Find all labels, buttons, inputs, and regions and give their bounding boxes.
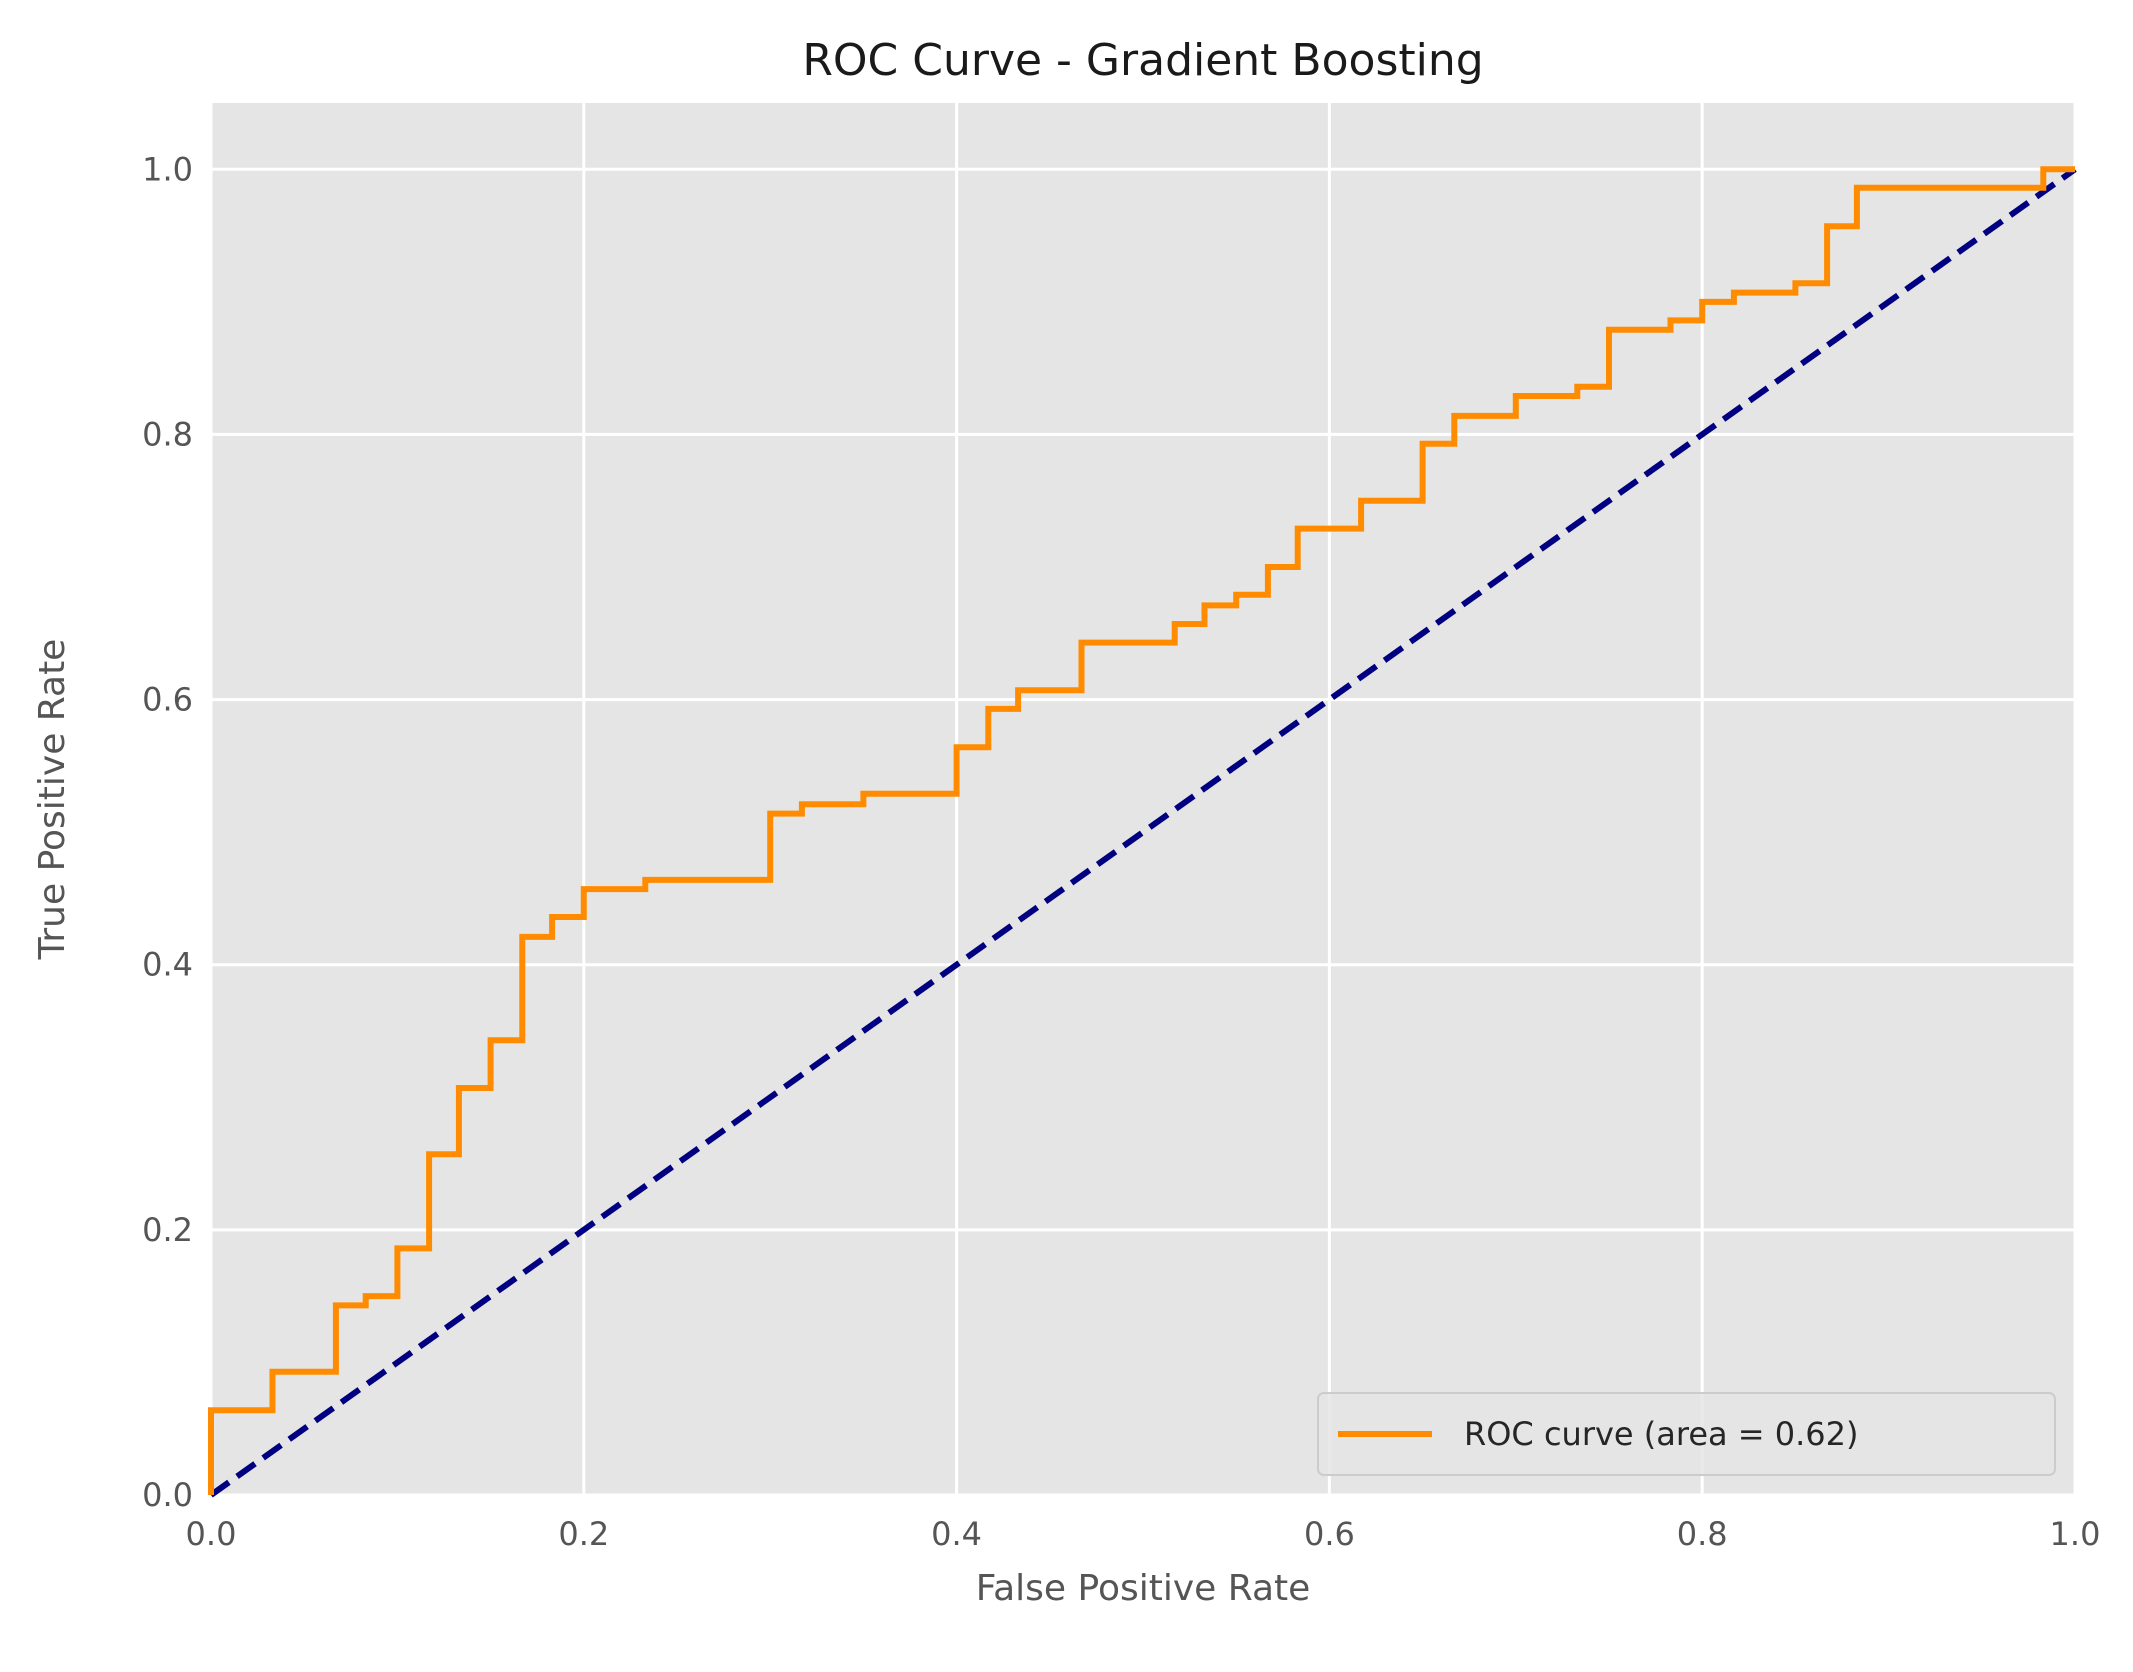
x-tick-label: 1.0 xyxy=(2050,1515,2101,1553)
grid-lines xyxy=(209,103,2077,1497)
x-tick-label: 0.4 xyxy=(931,1515,982,1553)
legend-box xyxy=(1317,1392,2056,1476)
y-axis-label: True Positive Rate xyxy=(32,639,73,961)
diagonal-reference-line xyxy=(209,166,2077,1498)
x-tick-label: 0.0 xyxy=(186,1515,237,1553)
roc-curve-line xyxy=(208,166,2075,1495)
chart-title: ROC Curve - Gradient Boosting xyxy=(802,35,1483,86)
tick-labels: 0.0 0.2 0.4 0.6 0.8 1.0 0.0 0.2 0.4 0.6 0.8 1.0 xyxy=(142,150,2100,1553)
y-tick-label: 0.4 xyxy=(142,946,193,984)
x-axis-label: False Positive Rate xyxy=(976,1568,1311,1609)
x-tick-label: 0.2 xyxy=(558,1515,609,1553)
series-layer xyxy=(208,166,2077,1498)
y-tick-label: 0.2 xyxy=(142,1211,193,1249)
legend: ROC curve (area = 0.62) xyxy=(1317,1392,2056,1476)
y-tick-label: 0.0 xyxy=(142,1476,193,1514)
y-tick-label: 1.0 xyxy=(142,150,193,188)
y-tick-label: 0.6 xyxy=(142,681,193,719)
x-tick-label: 0.6 xyxy=(1304,1515,1355,1553)
x-tick-label: 0.8 xyxy=(1677,1515,1728,1553)
plot-area xyxy=(211,103,2075,1495)
legend-label-roc: ROC curve (area = 0.62) xyxy=(1464,1415,1859,1453)
y-tick-label: 0.8 xyxy=(142,415,193,453)
